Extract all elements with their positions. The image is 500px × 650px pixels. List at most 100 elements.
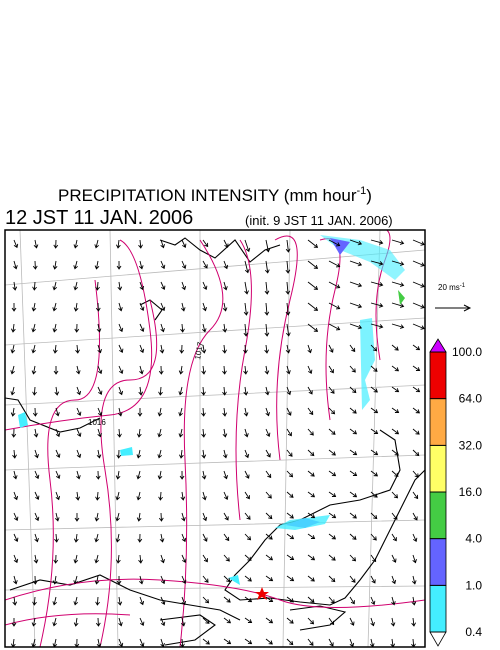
wind-arrow <box>201 323 207 333</box>
wind-arrow <box>223 638 232 645</box>
wind-arrow <box>349 239 363 246</box>
wind-arrow <box>264 281 270 295</box>
wind-arrow <box>223 554 230 562</box>
wind-arrow <box>265 239 271 253</box>
wind-arrow <box>349 281 363 288</box>
wind-arrow <box>97 365 103 375</box>
wind-arrow <box>31 617 37 627</box>
wind-arrow <box>34 533 39 543</box>
wind-arrow <box>180 302 186 312</box>
wind-arrow <box>265 491 272 499</box>
wind-arrow <box>32 596 37 606</box>
wind-arrow <box>136 491 142 501</box>
wind-arrow <box>307 365 313 375</box>
wind-arrow <box>244 428 249 438</box>
wind-arrow <box>201 365 206 375</box>
wind-arrow <box>116 575 122 585</box>
wind-arrow <box>34 491 40 500</box>
wind-arrow <box>349 470 358 477</box>
wind-arrow <box>412 512 418 521</box>
wind-arrow <box>138 575 144 585</box>
wind-arrow <box>244 470 250 479</box>
wind-arrow <box>33 554 39 564</box>
wind-arrow <box>117 428 122 438</box>
wind-arrow <box>32 386 37 396</box>
wind-arrow <box>307 407 314 416</box>
wind-arrow <box>370 596 376 606</box>
wind-arrow <box>349 302 363 309</box>
wind-arrow <box>160 575 166 585</box>
wind-arrow <box>97 428 102 438</box>
wind-arrow <box>370 323 384 329</box>
wind-arrow <box>11 302 17 312</box>
wind-arrow <box>370 449 379 456</box>
wind-arrow <box>178 365 184 375</box>
wind-arrow <box>222 365 227 375</box>
wind-arrow <box>55 449 61 458</box>
wind-arrow <box>264 302 270 316</box>
colorbar: 0.4 1.0 4.0 16.0 32.0 64.0 100.0 <box>429 338 482 647</box>
wind-arrow <box>75 344 80 354</box>
wind-arrow <box>95 617 101 627</box>
init-time: (init. 9 JST 11 JAN. 2006) <box>245 213 393 228</box>
wind-arrow <box>391 365 400 372</box>
wind-arrow <box>13 575 18 585</box>
wind-arrow <box>52 596 58 606</box>
wind-arrow <box>115 533 121 543</box>
wind-arrow <box>136 449 142 459</box>
wind-arrow <box>286 449 293 457</box>
colorbar-band <box>429 491 447 540</box>
wind-arrow <box>307 281 319 290</box>
wind-arrow <box>202 533 208 542</box>
wind-arrow <box>223 575 231 583</box>
wind-arrow <box>138 239 143 249</box>
wind-arrow <box>370 407 379 414</box>
wind-arrow <box>118 323 124 333</box>
wind-arrow <box>222 428 228 438</box>
wind-arrow <box>328 554 336 561</box>
wind-arrow <box>328 491 337 498</box>
contour-label: 1016 <box>88 418 106 427</box>
wind-arrow <box>286 365 291 375</box>
wind-arrow <box>181 281 187 291</box>
wind-arrow <box>181 239 187 248</box>
wind-arrow <box>13 260 18 270</box>
wind-arrow <box>76 449 82 459</box>
wind-arrow <box>264 260 270 274</box>
wind-arrow <box>75 491 81 501</box>
wind-arrow <box>412 365 421 372</box>
wind-arrow <box>55 428 61 438</box>
wind-arrow <box>328 596 335 604</box>
wind-arrow <box>285 302 291 316</box>
wind-arrow <box>159 533 165 543</box>
wind-arrow <box>223 533 230 542</box>
wind-arrow <box>55 407 60 417</box>
wind-arrow <box>12 281 18 291</box>
wind-arrow <box>12 449 17 459</box>
wind-arrow <box>307 470 315 477</box>
wind-arrow <box>285 281 291 295</box>
wind-arrow <box>76 470 81 480</box>
wind-arrow <box>223 281 228 291</box>
wind-arrow <box>52 323 58 333</box>
wind-arrow <box>160 596 166 605</box>
wind-arrow <box>13 491 19 501</box>
wind-arrow <box>75 365 81 375</box>
wind-arrow <box>244 512 251 520</box>
wind-arrow <box>222 302 228 312</box>
wind-arrow <box>243 407 249 417</box>
wind-arrow <box>73 533 79 543</box>
wind-arrow <box>115 512 120 522</box>
wind-arrow <box>370 470 379 477</box>
wind-arrow <box>244 449 250 459</box>
wind-arrow <box>391 596 396 606</box>
wind-arrow <box>391 428 400 435</box>
wind-arrow <box>159 344 165 354</box>
wind-arrow <box>370 386 378 393</box>
wind-arrow <box>157 407 163 417</box>
wind-arrow <box>244 533 252 541</box>
colorbar-label: 1.0 <box>465 578 482 592</box>
wind-arrow <box>390 638 396 647</box>
wind-arrow <box>31 365 37 375</box>
wind-arrow <box>265 449 271 458</box>
